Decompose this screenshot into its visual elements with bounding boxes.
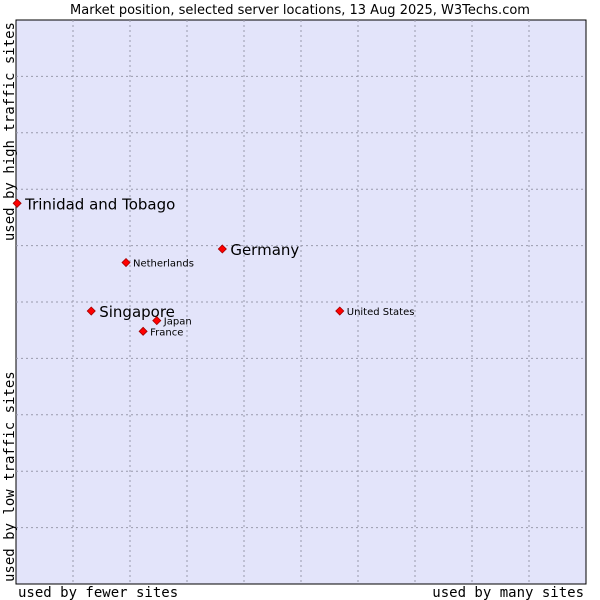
point-label-france: France xyxy=(150,327,183,338)
chart-title: Market position, selected server locatio… xyxy=(70,3,530,18)
data-points: Trinidad and Tobago Germany Netherlands Sin… xyxy=(12,195,415,338)
point-label-netherlands: Netherlands xyxy=(133,259,194,270)
point-label-trinidad-and-tobago: Trinidad and Tobago xyxy=(24,195,175,213)
x-axis-label-low: used by fewer sites xyxy=(18,585,178,600)
point-netherlands xyxy=(121,257,131,268)
point-label-singapore: Singapore xyxy=(99,303,175,321)
point-france xyxy=(138,326,148,336)
point-united-states xyxy=(335,306,345,316)
y-axis-label-low: used by low traffic sites xyxy=(2,371,18,582)
point-label-united-states: United States xyxy=(347,307,415,318)
point-trinidad-and-tobago xyxy=(12,198,22,208)
x-axis-label-high: used by many sites xyxy=(432,585,584,600)
point-singapore xyxy=(86,306,96,316)
y-axis-label-high: used by high traffic sites xyxy=(2,22,18,241)
point-label-germany: Germany xyxy=(230,241,299,259)
point-label-japan: Japan xyxy=(163,317,192,328)
grid-lines xyxy=(16,20,586,584)
point-germany xyxy=(217,244,227,254)
point-japan xyxy=(152,316,162,326)
